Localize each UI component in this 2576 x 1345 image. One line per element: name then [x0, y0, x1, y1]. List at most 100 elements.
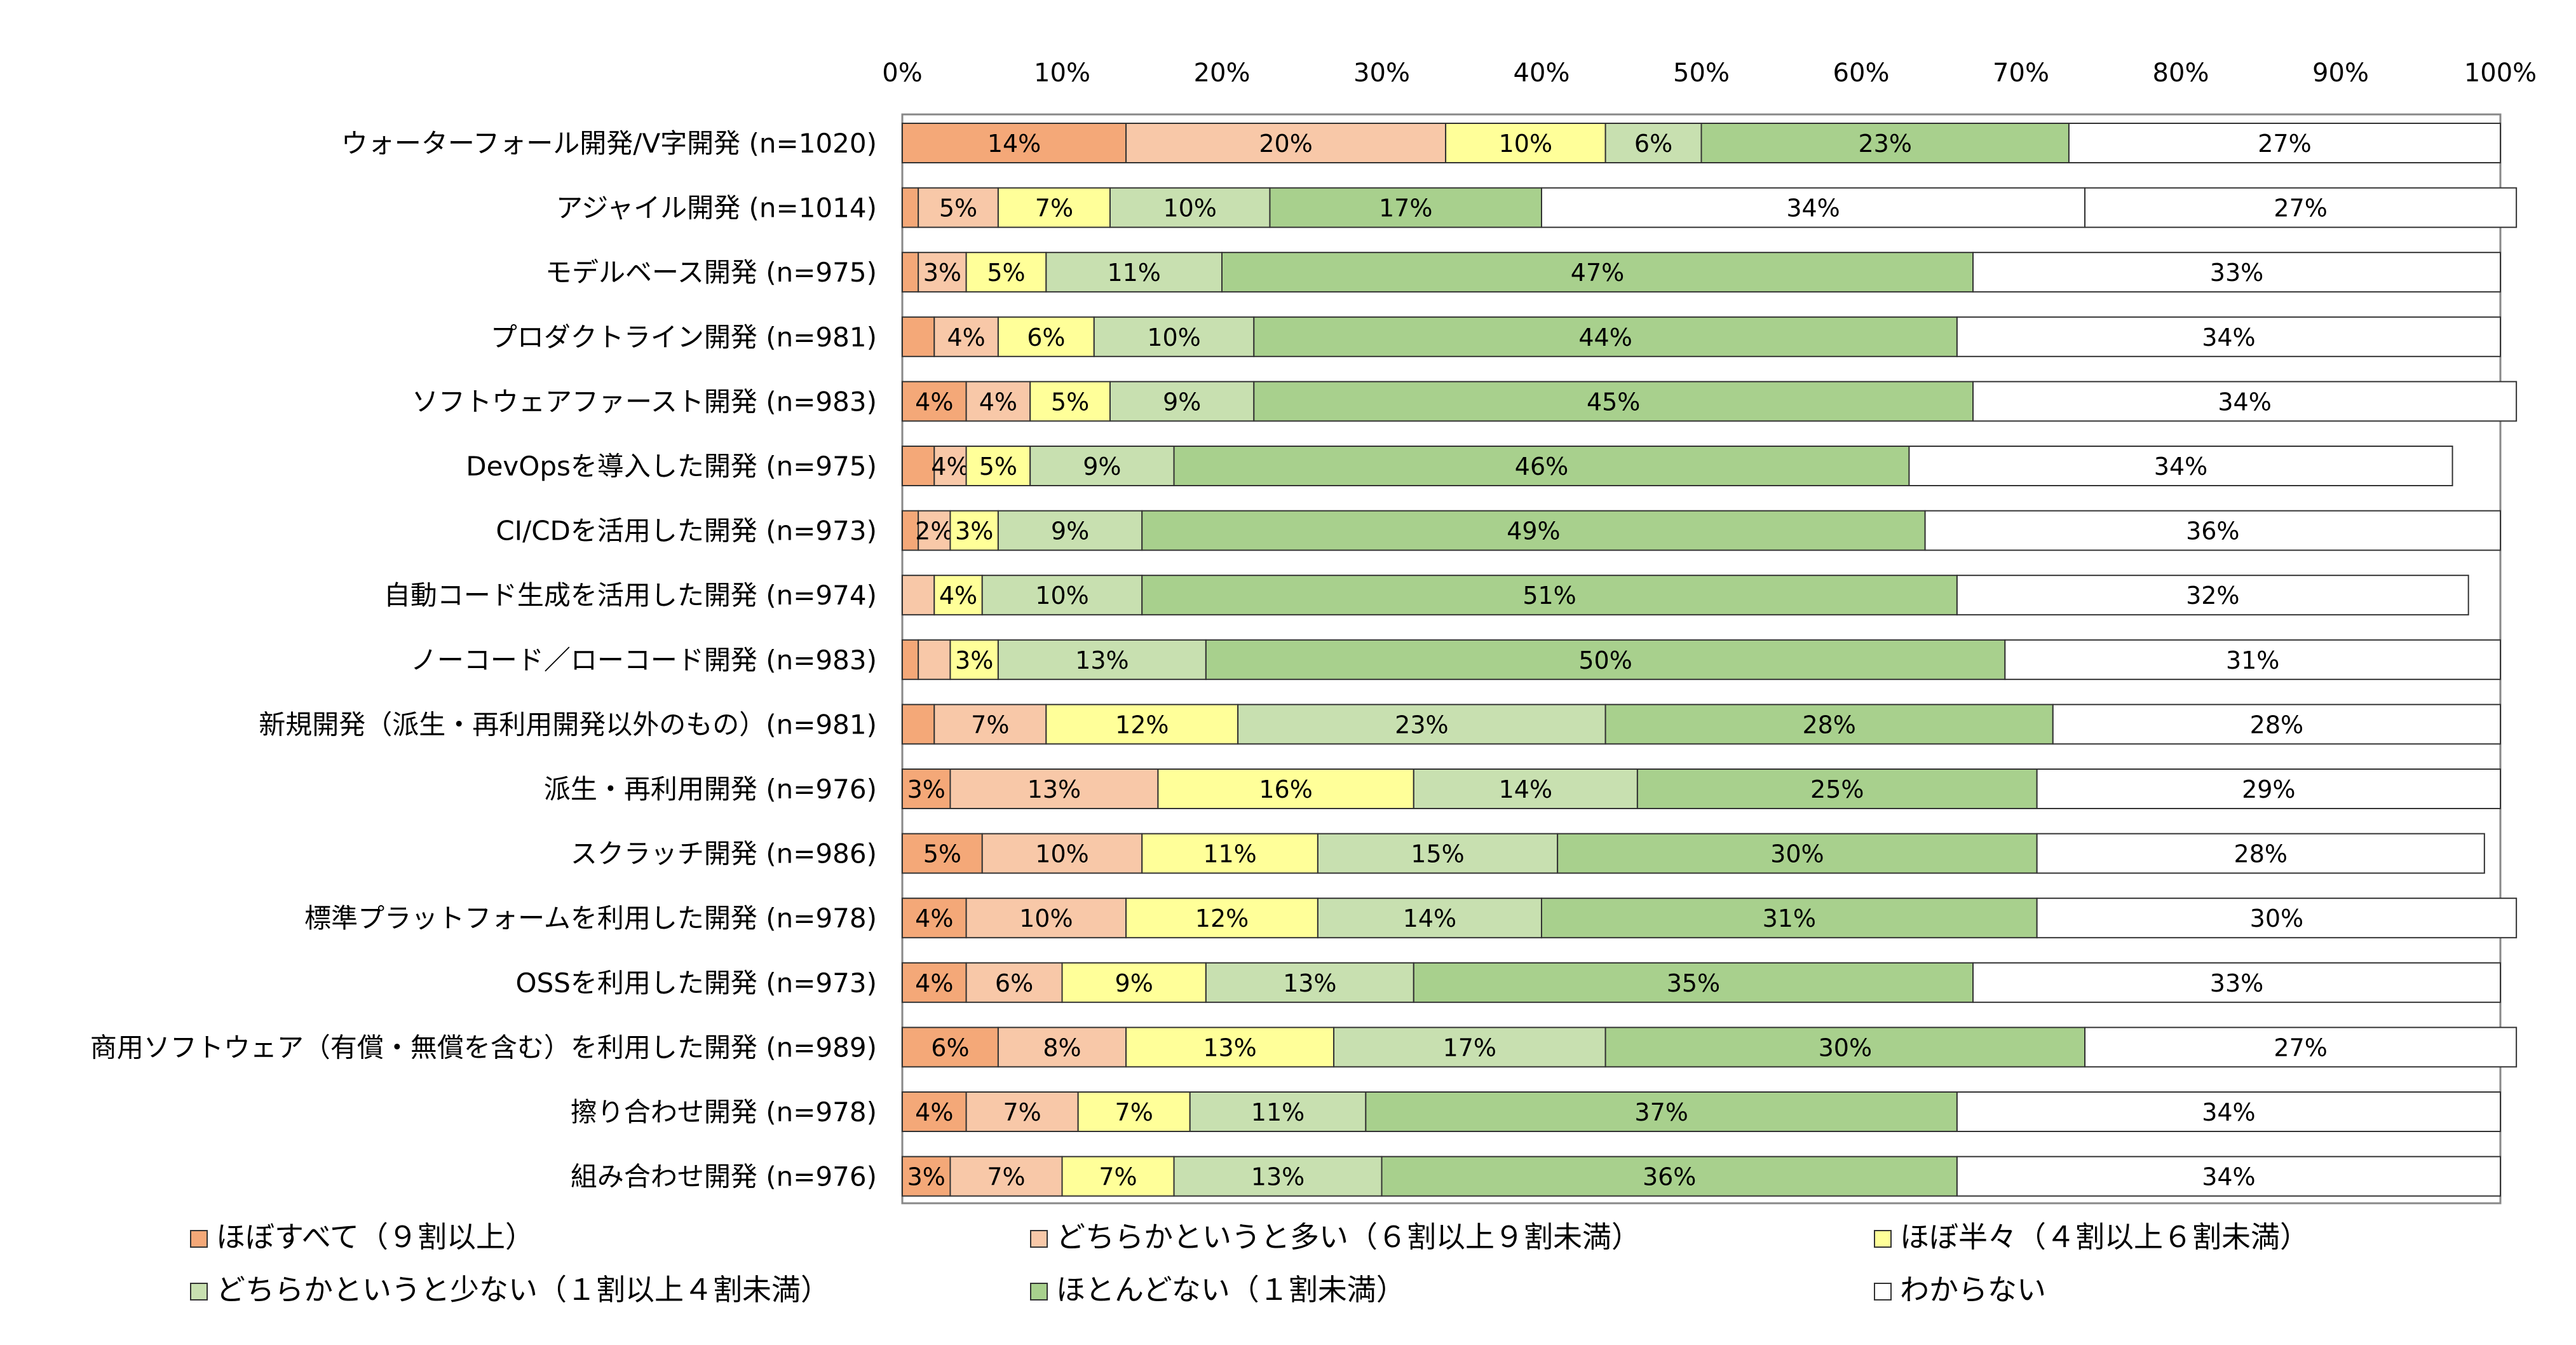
data-label: 5%	[923, 840, 961, 868]
data-label: 50%	[1578, 646, 1632, 674]
data-label: 34%	[2202, 1163, 2255, 1191]
x-tick-label: 40%	[1514, 58, 1570, 88]
bar-segment	[1173, 446, 1910, 486]
data-label: 4%	[915, 905, 953, 932]
x-tick-label: 20%	[1194, 58, 1251, 88]
data-label: 4%	[915, 1098, 953, 1126]
data-label: 27%	[2258, 130, 2311, 158]
data-label: 12%	[1115, 711, 1169, 739]
bar-segment	[902, 575, 935, 616]
data-label: 34%	[2202, 1098, 2255, 1126]
bar-segment	[1604, 123, 1702, 163]
bar-segment	[1125, 898, 1319, 939]
bar-segment	[1029, 446, 1175, 486]
bar-segment	[2084, 1027, 2518, 1068]
bar-segment	[997, 316, 1095, 357]
data-label: 9%	[1051, 517, 1089, 545]
bar-segment	[1541, 187, 2086, 228]
bar-segment	[1700, 123, 2070, 163]
data-label: 7%	[1099, 1163, 1137, 1191]
data-label: 3%	[955, 646, 993, 674]
data-label: 15%	[1411, 840, 1464, 868]
category-label: DevOpsを導入した開発 (n=975)	[466, 451, 877, 482]
bar-segment	[918, 187, 999, 228]
bar-segment	[997, 510, 1143, 551]
category-label: 新規開発（派生・再利用開発以外のもの）(n=981)	[259, 709, 877, 740]
bar-segment	[902, 898, 967, 939]
bar-segment	[1141, 833, 1319, 874]
data-label: 46%	[1515, 453, 1568, 481]
bar-segment	[1956, 575, 2469, 616]
bar-segment	[1253, 381, 1974, 422]
data-label: 4%	[939, 582, 977, 610]
data-label: 44%	[1578, 324, 1632, 352]
data-label: 13%	[1203, 1034, 1256, 1062]
data-label: 17%	[1443, 1034, 1496, 1062]
x-tick-label: 90%	[2312, 58, 2369, 88]
bar-segment	[1061, 1156, 1175, 1197]
data-label: 13%	[1251, 1163, 1305, 1191]
bar-segment	[2052, 704, 2502, 745]
bar-segment	[1109, 187, 1271, 228]
x-tick-label: 80%	[2153, 58, 2209, 88]
bar-segment	[1317, 898, 1542, 939]
x-tick-label: 60%	[1833, 58, 1890, 88]
bar-segment	[1221, 252, 1974, 293]
bar-segment	[949, 768, 1159, 809]
data-label: 23%	[1395, 711, 1448, 739]
data-label: 10%	[1035, 840, 1088, 868]
bar-segment	[997, 187, 1111, 228]
legend-label: どちらかというと少ない（１割以上４割未満）	[216, 1273, 830, 1307]
bar-segment	[1972, 962, 2502, 1003]
data-label: 9%	[1115, 969, 1153, 997]
data-label: 10%	[1019, 905, 1073, 932]
bar-segment	[902, 252, 919, 293]
bar-segment	[2036, 768, 2501, 809]
bar-segment	[1093, 316, 1255, 357]
bar-segment	[981, 833, 1143, 874]
data-label: 6%	[1027, 324, 1065, 352]
data-label: 6%	[995, 969, 1033, 997]
bar-segment	[1269, 187, 1542, 228]
bar-segment	[1189, 1091, 1367, 1132]
data-label: 23%	[1858, 130, 1911, 158]
bar-segment	[902, 381, 967, 422]
data-label: 45%	[1587, 388, 1640, 416]
bar-segment	[902, 187, 919, 228]
data-label: 28%	[2234, 840, 2288, 868]
data-label: 7%	[1115, 1098, 1153, 1126]
data-label: 14%	[987, 130, 1041, 158]
bar-segment	[1045, 252, 1223, 293]
data-label: 9%	[1163, 388, 1201, 416]
bar-segment	[1077, 1091, 1191, 1132]
data-label: 30%	[2250, 905, 2303, 932]
bar-segment	[1125, 123, 1447, 163]
x-tick-label: 10%	[1034, 58, 1090, 88]
data-label: 30%	[1819, 1034, 1872, 1062]
data-label: 4%	[947, 324, 985, 352]
category-label: アジャイル開発 (n=1014)	[556, 193, 877, 224]
legend-label: ほとんどない（１割未満）	[1056, 1273, 1406, 1307]
bar-segment	[1956, 1091, 2501, 1132]
legend-swatch	[190, 1230, 208, 1248]
bar-segment	[933, 446, 967, 486]
x-tick-label: 70%	[1993, 58, 2049, 88]
bar-segment	[1253, 316, 1958, 357]
data-label: 25%	[1810, 775, 1864, 803]
data-label: 14%	[1499, 775, 1552, 803]
data-label: 7%	[1003, 1098, 1041, 1126]
data-label: 11%	[1251, 1098, 1305, 1126]
bar-segment	[1333, 1027, 1606, 1068]
bar-segment	[1956, 316, 2501, 357]
bar-segment	[902, 1091, 967, 1132]
bar-segment	[1972, 381, 2518, 422]
data-label: 27%	[2274, 195, 2327, 222]
x-tick-label: 50%	[1673, 58, 1730, 88]
bar-segment	[902, 123, 1127, 163]
bar-segment	[902, 316, 935, 357]
category-label: ウォーターフォール開発/V字開発 (n=1020)	[341, 128, 877, 159]
bar-segment	[1972, 252, 2502, 293]
bar-segment	[1205, 962, 1414, 1003]
bar-segment	[981, 575, 1143, 616]
data-label: 51%	[1522, 582, 1576, 610]
